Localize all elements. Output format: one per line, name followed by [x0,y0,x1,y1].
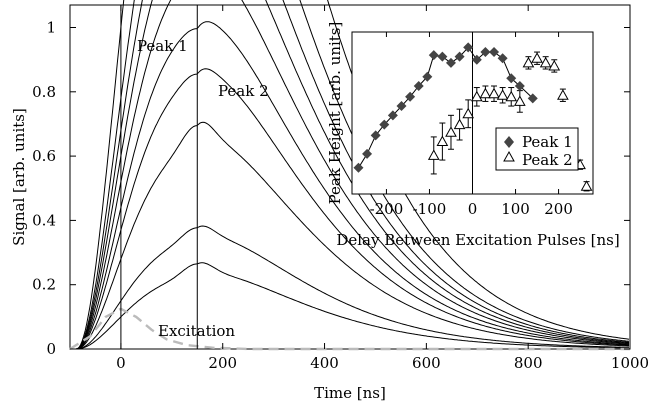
peak-2-point-2 [445,126,457,137]
signal-curve-10 [70,262,629,350]
y-axis-label: Signal [arb. units] [10,108,28,246]
signal-curve-4 [70,0,630,350]
peak-2-point-9 [505,90,518,102]
x-tick-label-0: 0 [116,354,126,372]
peak-1-point-15 [480,47,491,58]
peak-1-point-17 [497,53,508,64]
peak-1-point-1 [362,148,373,159]
x-tick-label-5: 1000 [611,354,649,372]
signal-curve-3 [70,0,630,350]
peak-2-point-11 [522,56,535,68]
y-tick-label-0: 0 [46,340,56,358]
peak-1-point-19 [514,81,525,91]
excitation-curve [69,307,630,351]
inset-x-tick-label-3: 100 [501,200,530,218]
peak-1-point-7 [413,81,424,91]
x-tick-label-2: 400 [310,354,339,372]
peak-1-point-11 [445,57,456,68]
peak-2-point-12 [531,52,543,63]
peak-1-point-6 [405,91,416,102]
x-tick-label-3: 600 [412,354,441,372]
peak-2-point-1 [436,135,449,147]
peak-1-point-16 [489,47,500,58]
peak-2-point-10 [513,95,526,106]
signal-curve-8 [70,121,629,350]
y-tick-label-4: 0.8 [32,83,56,101]
inset-x-tick-label-4: 200 [544,200,573,218]
inset-x-tick-label-2: 0 [468,200,478,218]
peak-2-point-3 [453,118,466,130]
peak-1-point-14 [471,54,482,65]
legend-box [495,127,579,171]
peak-2-point-17 [580,180,593,191]
annotation-excitation: Excitation [158,322,235,340]
peak-2-point-6 [479,87,492,99]
peak-1-point-13 [463,42,474,53]
legend-marker-peak-2 [503,150,515,162]
peak-1-point-20 [527,93,538,104]
x-tick-label-4: 800 [514,354,543,372]
legend-label-peak-2: Peak 2 [522,151,573,169]
signal-curve-2 [70,0,630,350]
peak-2-point-13 [539,56,552,68]
inset-x-axis-label: Delay Between Excitation Pulses [ns] [336,231,619,249]
peak-1-point-10 [437,51,448,62]
signal-curve-1 [70,0,630,350]
peak-2-point-7 [488,87,500,99]
y-tick-label-3: 0.6 [32,147,56,165]
peak-1-point-4 [387,110,398,121]
legend-label-peak-1: Peak 1 [522,133,573,151]
peak-1-point-18 [506,73,517,84]
signal-curve-9 [70,225,629,350]
peak-2-point-5 [470,90,483,102]
inset-ticks: -200 -100 0 100 200 [370,32,573,218]
peak-1-point-5 [396,101,407,112]
inset-content [353,32,593,194]
annotation-peak-2: Peak 2 [218,82,269,100]
legend-marker-peak-1 [504,136,514,148]
peak-1-point-3 [379,119,390,130]
inset-y-axis-label: Peak Height [arb. units] [326,22,344,205]
inset-legend: Peak 1 Peak 2 [495,127,579,171]
y-tick-label-5: 1 [46,19,56,37]
signal-curve-7 [70,68,630,350]
inset-x-tick-label-0: -200 [370,200,404,218]
peak-1-point-2 [370,130,381,141]
annotation-peak-1: Peak 1 [137,37,188,55]
peak-1-point-12 [454,51,465,62]
x-axis-label: Time [ns] [314,384,386,402]
peak-2-point-14 [548,59,561,71]
inset-x-tick-label-1: -100 [413,200,447,218]
peak-2-point-4 [462,107,475,119]
peak-2-point-15 [557,89,569,100]
signal-curve-6 [70,21,630,350]
y-tick-label-2: 0.4 [32,211,56,229]
peak-1-point-8 [422,71,433,82]
y-tick-label-1: 0.2 [32,276,56,294]
peak-2-point-8 [496,89,509,100]
main-curves [69,0,630,351]
inset-plot: -200 -100 0 100 200 Delay Between Excitation… [326,22,620,249]
peak-1-point-9 [428,50,439,61]
x-tick-label-1: 200 [208,354,237,372]
peak-1-point-0 [353,162,364,173]
signal-curve-5 [70,0,630,350]
peak-2-point-0 [427,149,440,160]
